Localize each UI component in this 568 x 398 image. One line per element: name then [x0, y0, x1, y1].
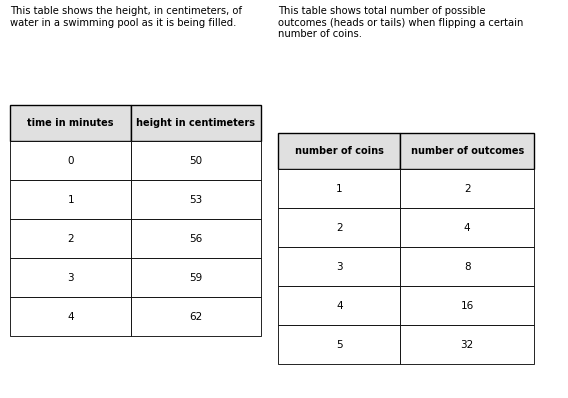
Text: 4: 4 — [336, 300, 343, 311]
Text: 4: 4 — [464, 222, 470, 233]
Text: 50: 50 — [189, 156, 203, 166]
Bar — [400, 247, 534, 286]
Text: 59: 59 — [189, 273, 203, 283]
Bar — [10, 297, 131, 336]
Text: 2: 2 — [336, 222, 343, 233]
Bar — [131, 105, 261, 141]
Bar — [400, 208, 534, 247]
Bar — [10, 219, 131, 258]
Text: 4: 4 — [68, 312, 74, 322]
Text: height in centimeters: height in centimeters — [136, 118, 256, 129]
Text: 16: 16 — [461, 300, 474, 311]
Bar — [10, 105, 131, 141]
Text: 2: 2 — [464, 183, 470, 194]
Text: number of outcomes: number of outcomes — [411, 146, 524, 156]
Text: 56: 56 — [189, 234, 203, 244]
Bar — [10, 141, 131, 180]
Text: 32: 32 — [461, 339, 474, 350]
Bar — [10, 258, 131, 297]
Text: time in minutes: time in minutes — [27, 118, 114, 129]
Text: number of coins: number of coins — [295, 146, 384, 156]
Bar — [278, 133, 400, 169]
Bar — [131, 219, 261, 258]
Bar — [400, 169, 534, 208]
Bar — [278, 247, 400, 286]
Text: 3: 3 — [68, 273, 74, 283]
Text: 1: 1 — [336, 183, 343, 194]
Text: 2: 2 — [68, 234, 74, 244]
Bar — [400, 133, 534, 169]
Bar — [278, 325, 400, 364]
Bar — [131, 258, 261, 297]
Text: This table shows the height, in centimeters, of
water in a swimming pool as it i: This table shows the height, in centimet… — [10, 6, 242, 27]
Text: 3: 3 — [336, 261, 343, 272]
Text: This table shows total number of possible
outcomes (heads or tails) when flippin: This table shows total number of possibl… — [278, 6, 524, 39]
Bar — [131, 297, 261, 336]
Bar — [400, 286, 534, 325]
Bar — [10, 180, 131, 219]
Bar — [400, 325, 534, 364]
Text: 5: 5 — [336, 339, 343, 350]
Text: 8: 8 — [464, 261, 470, 272]
Text: 0: 0 — [68, 156, 74, 166]
Bar — [131, 180, 261, 219]
Bar — [278, 286, 400, 325]
Bar — [278, 208, 400, 247]
Bar — [131, 141, 261, 180]
Text: 62: 62 — [189, 312, 203, 322]
Bar — [278, 169, 400, 208]
Text: 1: 1 — [68, 195, 74, 205]
Text: 53: 53 — [189, 195, 203, 205]
